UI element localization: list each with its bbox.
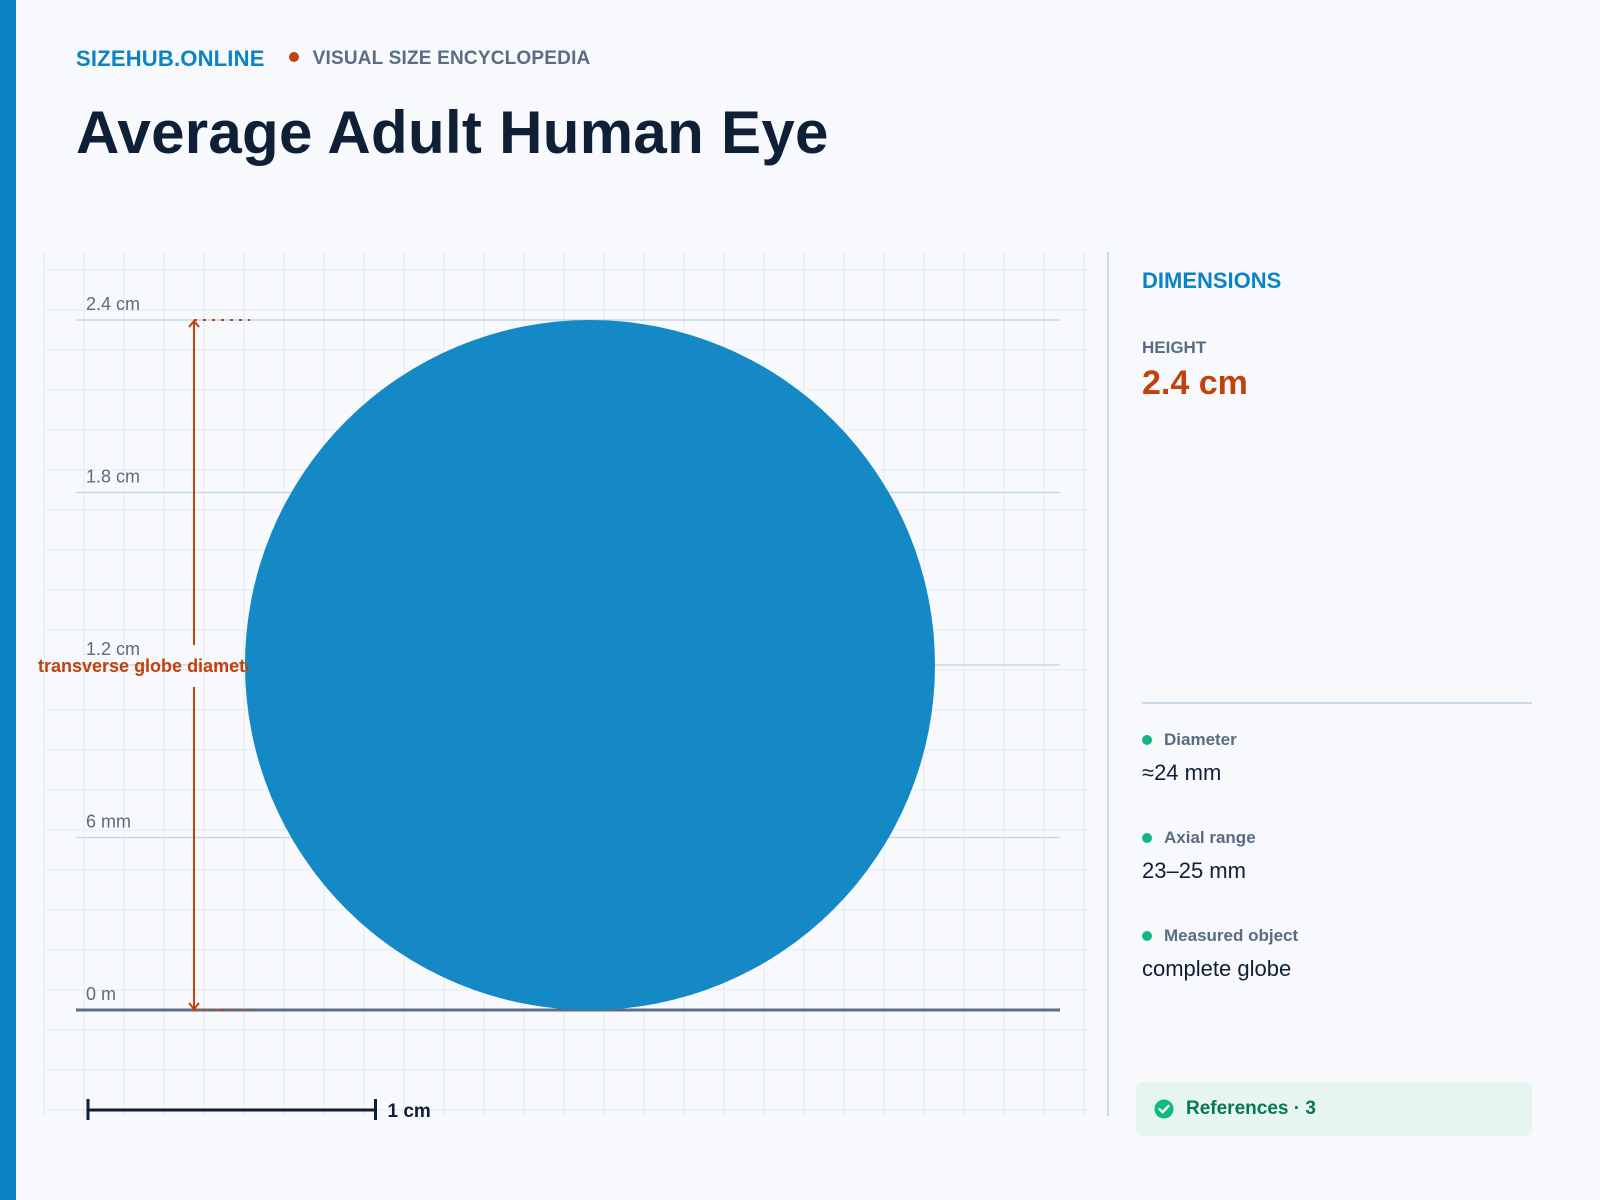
spec-label: Measured object xyxy=(1164,926,1299,945)
panel-title: DIMENSIONS xyxy=(1142,268,1282,293)
spec-axial-range: Axial range 23–25 mm xyxy=(1142,828,1256,884)
site-brand[interactable]: SIZEHUB.ONLINE xyxy=(76,46,265,71)
spec-diameter: Diameter ≈24 mm xyxy=(1142,730,1237,786)
scale-bar: 1 cm xyxy=(86,1099,431,1120)
spec-value: ≈24 mm xyxy=(1142,760,1222,785)
accent-bar xyxy=(0,0,16,1200)
dimension-arrow-up-icon xyxy=(188,319,200,328)
tick-label: 1.2 cm xyxy=(86,639,140,659)
check-circle-icon xyxy=(1154,1099,1174,1119)
scale-bar-label: 1 cm xyxy=(388,1101,431,1120)
brand-row: SIZEHUB.ONLINE VISUAL SIZE ENCYCLOPEDIA xyxy=(76,46,590,72)
eye-globe-shape xyxy=(245,320,935,1010)
tick-label: 1.8 cm xyxy=(86,467,140,487)
height-value: 2.4 cm xyxy=(1142,364,1248,402)
height-dimension-marker: transverse globe diameter xyxy=(38,319,262,1011)
status-dot-icon xyxy=(1142,735,1152,745)
panel-divider xyxy=(1107,252,1109,1116)
site-tagline: VISUAL SIZE ENCYCLOPEDIA xyxy=(312,48,591,69)
height-label: HEIGHT xyxy=(1142,338,1207,357)
spec-label: Axial range xyxy=(1164,828,1256,847)
references-button[interactable]: References · 3 xyxy=(1136,1082,1532,1136)
page-title: Average Adult Human Eye xyxy=(76,99,829,166)
brand-separator-dot xyxy=(288,52,299,62)
tick-label: 2.4 cm xyxy=(86,294,140,314)
size-diagram: 2.4 cm 1.8 cm 1.2 cm 6 mm 0 m transverse glo… xyxy=(38,252,1090,1120)
spec-value: 23–25 mm xyxy=(1142,858,1246,883)
spec-label: Diameter xyxy=(1164,730,1237,749)
spec-value: complete globe xyxy=(1142,956,1292,981)
spec-measured-object: Measured object complete globe xyxy=(1142,926,1298,982)
references-label: References · 3 xyxy=(1186,1098,1316,1119)
tick-label: 6 mm xyxy=(86,812,131,832)
dimension-arrow-down-icon xyxy=(188,1002,200,1011)
tick-label: 0 m xyxy=(86,984,116,1004)
dimension-label: transverse globe diameter xyxy=(38,656,262,676)
panel-rule xyxy=(1142,702,1532,704)
status-dot-icon xyxy=(1142,833,1152,843)
status-dot-icon xyxy=(1142,931,1152,941)
